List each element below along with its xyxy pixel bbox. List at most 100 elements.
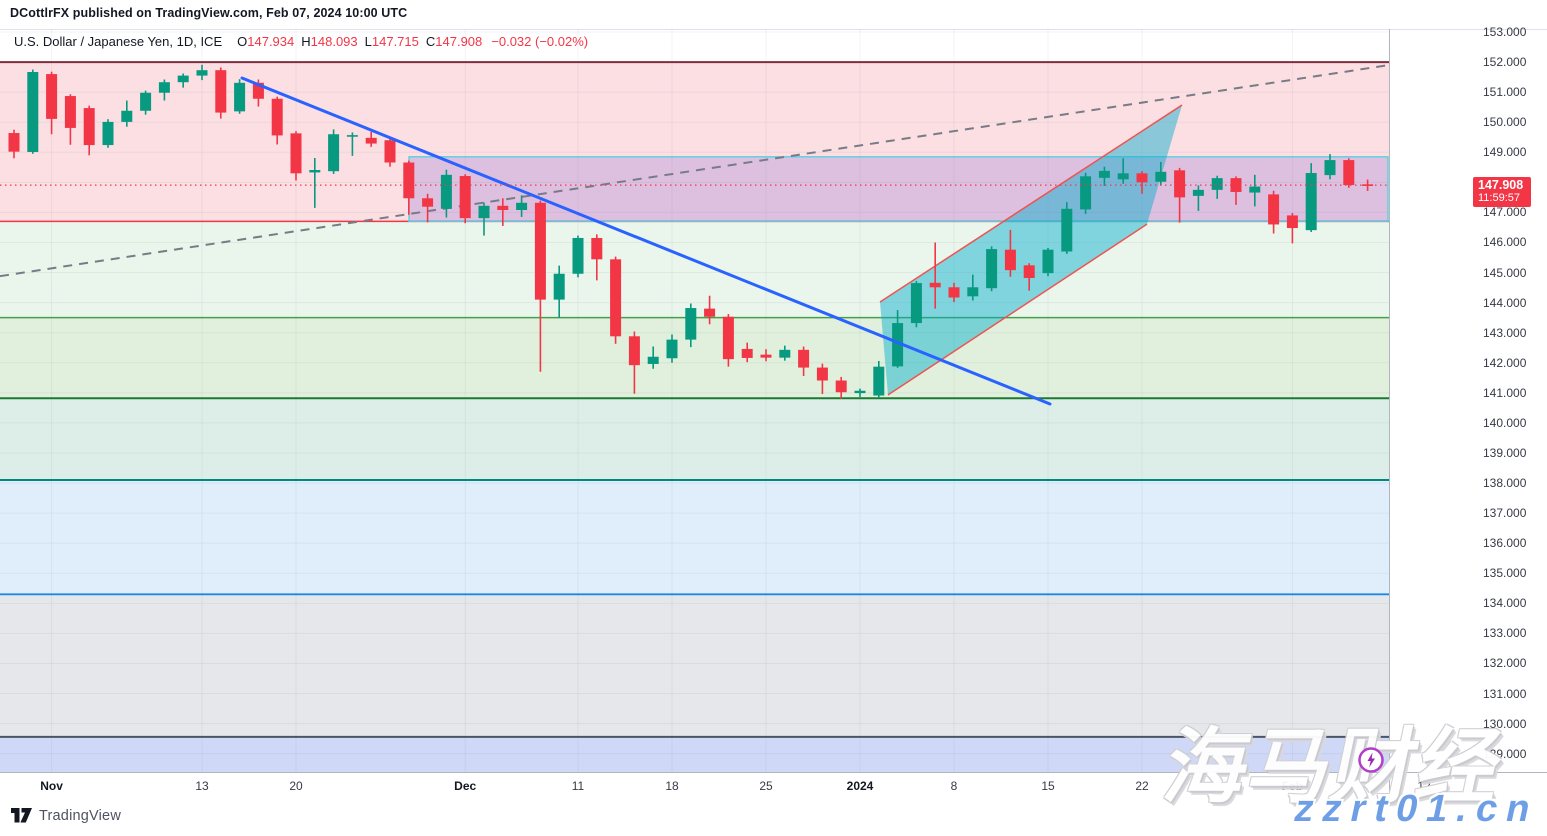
time-tick-label: Nov <box>40 779 63 793</box>
symbol-title: U.S. Dollar / Japanese Yen, 1D, ICE <box>14 34 223 49</box>
candle-body <box>816 367 828 381</box>
candle <box>27 69 39 154</box>
candle <box>328 129 340 174</box>
candle <box>986 246 998 292</box>
candle-body <box>1023 265 1035 278</box>
attribution-text: DCottlrFX published on TradingView.com, … <box>10 6 408 20</box>
candle <box>835 376 847 399</box>
candle-body <box>403 162 415 199</box>
candle-body <box>534 202 546 300</box>
price-tick-label: 139.000 <box>1483 445 1527 460</box>
candle-body <box>1004 249 1016 271</box>
candle-body <box>835 380 847 393</box>
candle <box>591 234 603 281</box>
candle-body <box>967 287 979 297</box>
candle-body <box>986 249 998 289</box>
candle-body <box>1343 160 1355 186</box>
time-tick-label: 22 <box>1135 779 1149 793</box>
candle-body <box>440 174 452 209</box>
candle <box>910 280 922 328</box>
candle-body <box>422 198 434 207</box>
candle <box>309 157 321 208</box>
candle <box>779 345 791 361</box>
candle <box>516 195 528 217</box>
ohlc-open: O147.934 <box>237 34 295 49</box>
candle-body <box>158 82 170 93</box>
tradingview-footer[interactable]: TradingView <box>10 807 121 824</box>
price-tick-label: 150.000 <box>1483 115 1527 130</box>
price-tick-label: 144.000 <box>1483 295 1527 310</box>
candle <box>610 256 622 344</box>
blue-trendline[interactable] <box>240 76 1052 406</box>
candle <box>816 363 828 395</box>
candle-body <box>628 336 640 366</box>
candle-body <box>948 287 960 298</box>
candle-body <box>1098 170 1110 178</box>
candle-body <box>1362 184 1374 186</box>
candle-body <box>102 121 114 146</box>
candle <box>1362 179 1374 191</box>
candle <box>478 202 490 236</box>
candle-body <box>1305 173 1317 231</box>
candle <box>290 131 302 181</box>
candle-body <box>1117 173 1129 180</box>
candle-body <box>779 349 791 358</box>
candle-body <box>365 137 377 144</box>
zone-green-upper <box>0 221 1389 318</box>
candle-body <box>1155 171 1167 182</box>
zone-periwinkle <box>0 736 1389 773</box>
candle-body <box>704 308 716 317</box>
channel-edge-line[interactable] <box>879 104 1183 303</box>
time-tick-label: 2024 <box>846 779 874 793</box>
dashed-trendline[interactable] <box>0 64 1390 278</box>
candle-body <box>196 70 208 76</box>
candle-body <box>1268 194 1280 225</box>
tradingview-logo-icon <box>11 808 32 823</box>
candle <box>967 274 979 301</box>
ohlc-close: C147.908 <box>425 34 483 49</box>
change-value: −0.032 (−0.02%) <box>491 34 589 49</box>
price-tick-label: 140.000 <box>1483 415 1527 430</box>
candle <box>346 132 358 156</box>
candle-body <box>271 98 283 136</box>
candle-body <box>929 282 941 288</box>
time-tick-label: 11 <box>571 779 585 793</box>
symbol-legend[interactable]: U.S. Dollar / Japanese Yen, 1D, ICE O147… <box>14 34 588 49</box>
candle-body <box>516 202 528 211</box>
candle-body <box>910 283 922 324</box>
candle-body <box>215 70 227 113</box>
candle <box>722 314 734 367</box>
candle <box>1117 158 1129 184</box>
candle-body <box>1286 215 1298 229</box>
price-tick-label: 132.000 <box>1483 656 1527 671</box>
price-tick-label: 147.000 <box>1483 205 1527 220</box>
candle-body <box>328 134 340 172</box>
candle-body <box>346 135 358 137</box>
candle <box>234 79 246 114</box>
candle <box>46 71 58 135</box>
bar-countdown: 11:59:57 <box>1478 192 1521 205</box>
candle <box>1004 229 1016 277</box>
candle-body <box>1136 173 1148 183</box>
candle <box>158 79 170 101</box>
tradingview-brand-text: TradingView <box>39 807 121 824</box>
candle <box>271 96 283 145</box>
candle-body <box>647 356 659 364</box>
channel-edge-line[interactable] <box>887 223 1148 396</box>
price-tick-label: 143.000 <box>1483 325 1527 340</box>
price-tick-label: 130.000 <box>1483 716 1527 731</box>
price-tick-label: 146.000 <box>1483 235 1527 250</box>
price-tick-label: 135.000 <box>1483 566 1527 581</box>
candle <box>1268 190 1280 234</box>
candle-body <box>685 308 697 340</box>
candle-body <box>1192 189 1204 196</box>
candle <box>647 346 659 369</box>
candle-body <box>140 92 152 111</box>
candle <box>121 100 133 127</box>
candle <box>8 129 20 159</box>
zone-green-teal <box>0 398 1389 481</box>
candle-body <box>8 133 20 152</box>
candle <box>422 193 434 223</box>
